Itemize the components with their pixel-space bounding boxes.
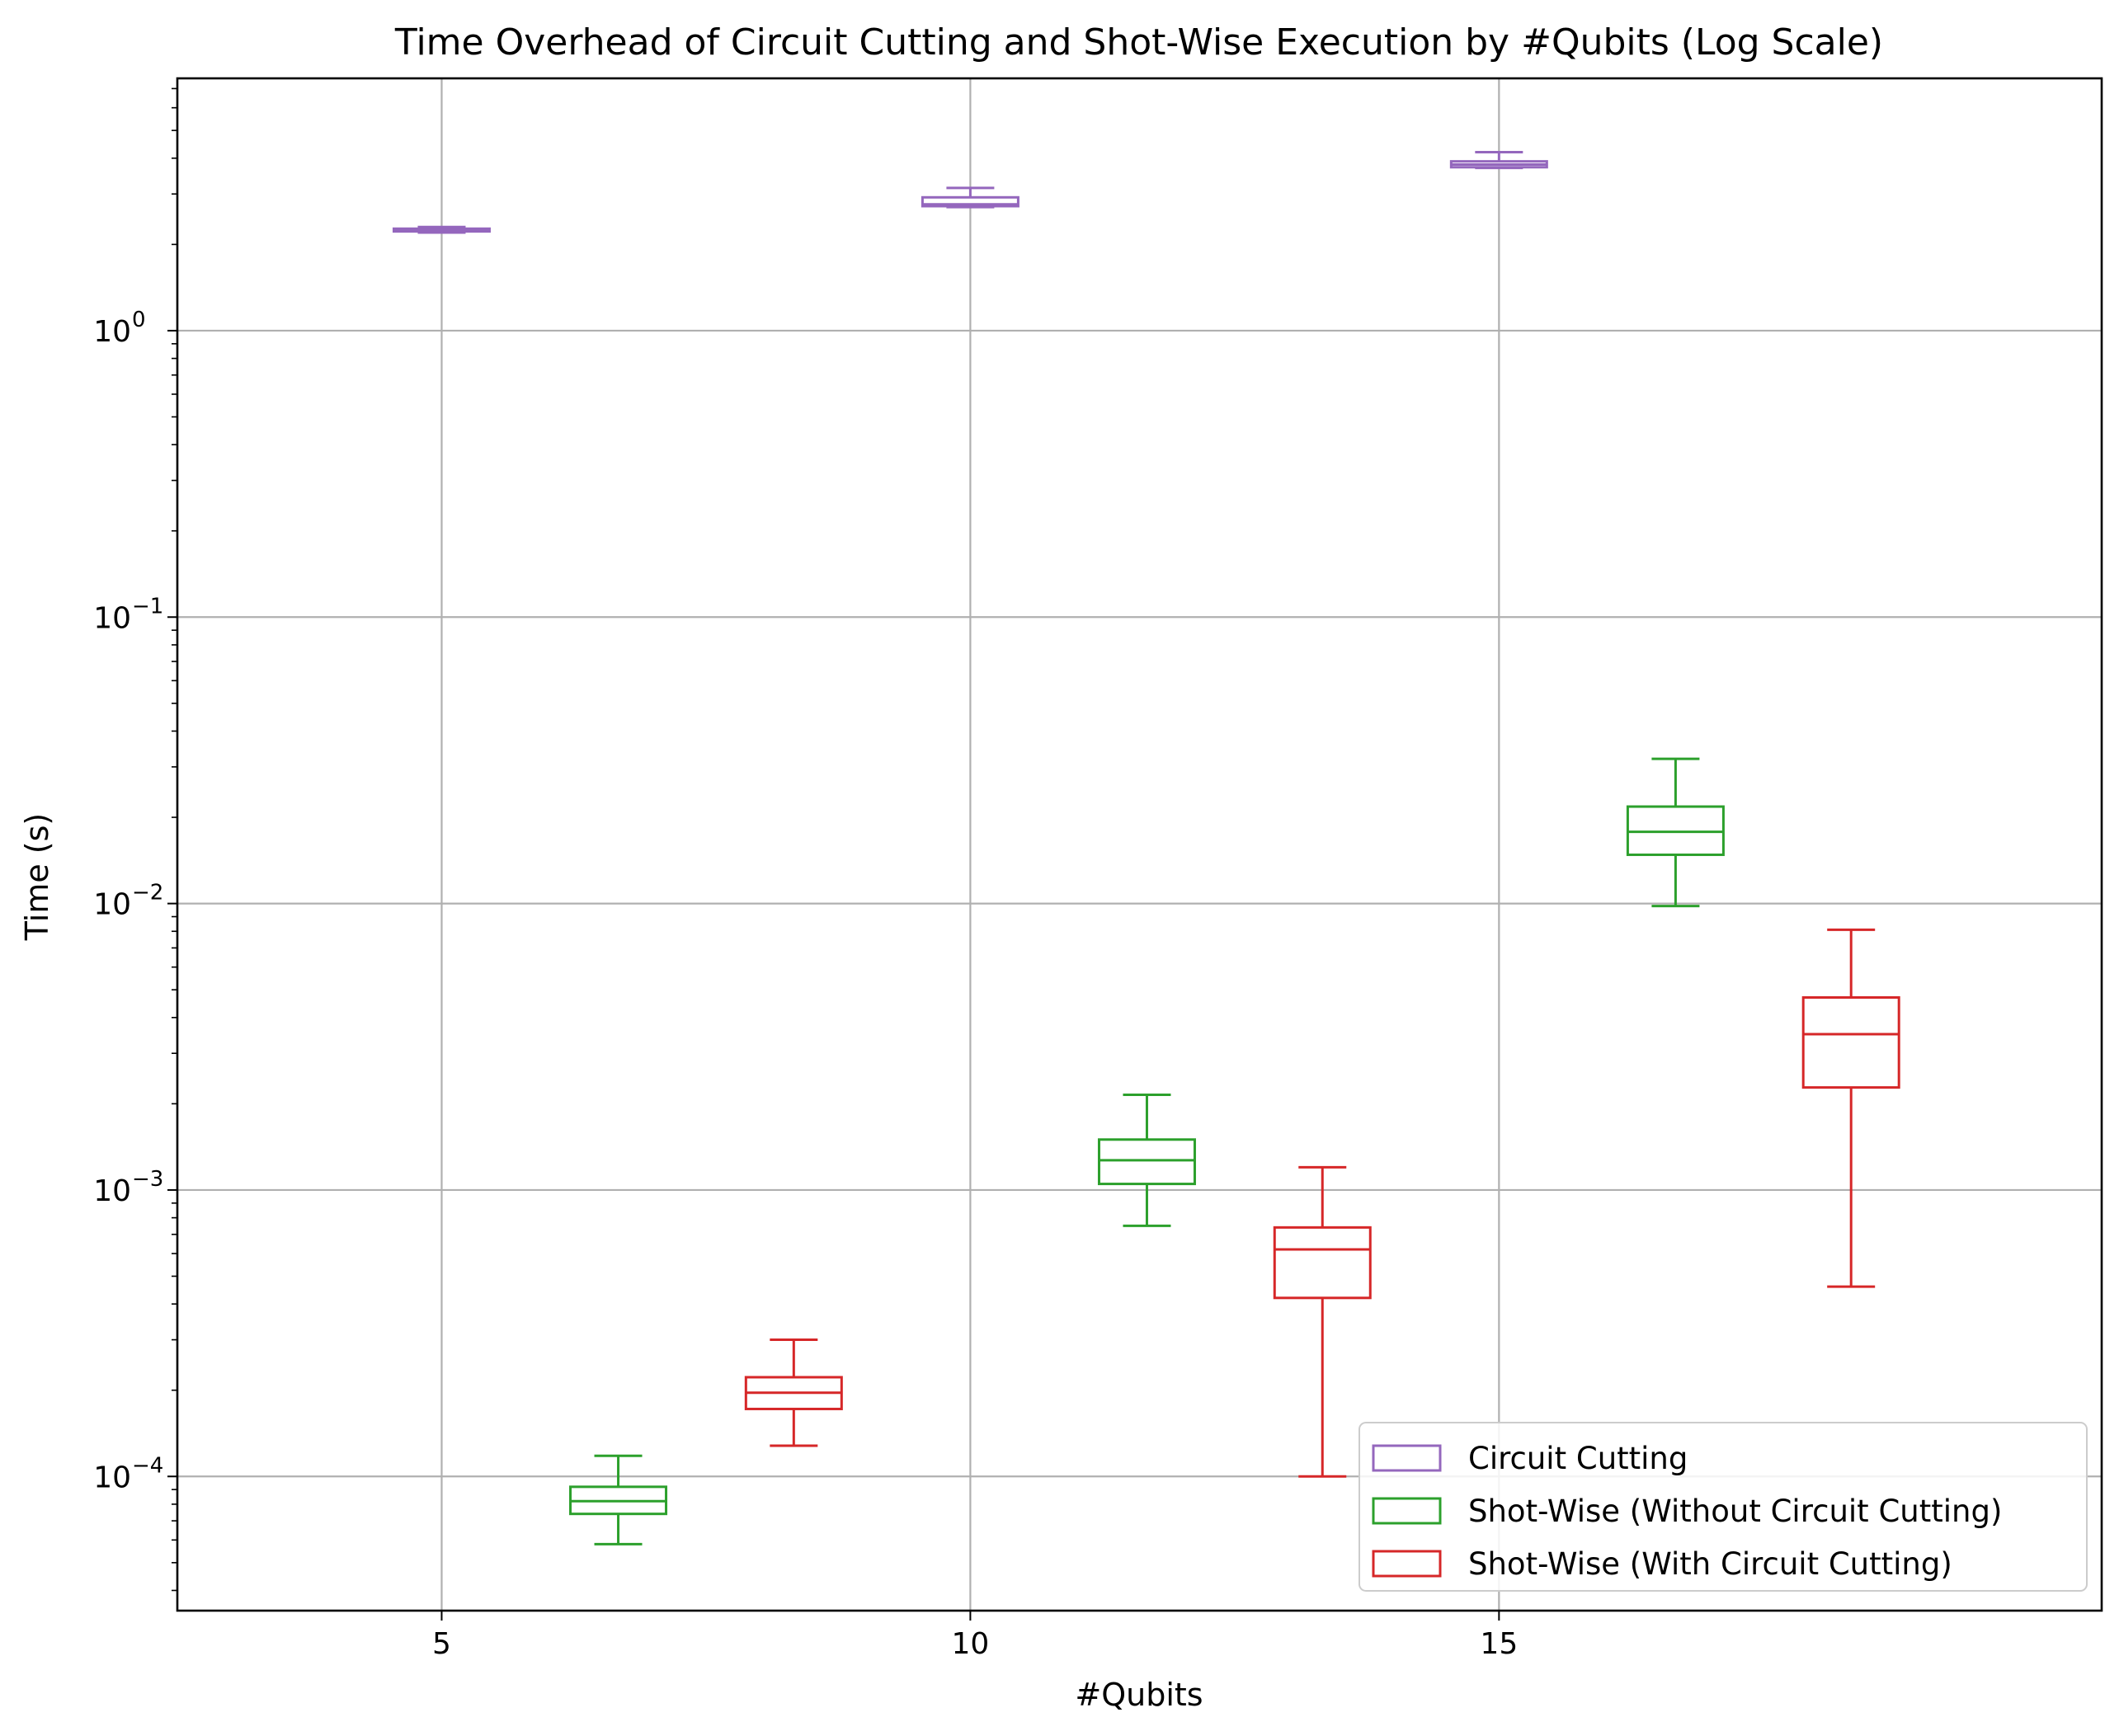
series-1: [569, 757, 1725, 1545]
box-iqr: [921, 195, 1019, 208]
x-axis-label: #Qubits: [1075, 1677, 1203, 1713]
series-2: [744, 928, 1900, 1478]
y-tick-exponent: −2: [132, 881, 163, 906]
y-tick-label: 10: [93, 601, 131, 635]
legend-frame: [1359, 1422, 2088, 1592]
legend-label: Shot-Wise (With Circuit Cutting): [1468, 1546, 1952, 1582]
legend-swatch: [1372, 1550, 1442, 1578]
series-0: [392, 150, 1548, 234]
y-tick-label: 10: [93, 1174, 131, 1208]
y-tick-exponent: −1: [132, 594, 163, 619]
y-tick-exponent: −3: [132, 1167, 163, 1192]
box-iqr: [1801, 995, 1900, 1089]
box-iqr: [1273, 1226, 1372, 1300]
x-tick-label: 5: [432, 1627, 451, 1661]
plot-area-frame: [176, 77, 2103, 1612]
y-tick-label: 10: [93, 1461, 131, 1494]
y-axis-label: Time (s): [19, 813, 55, 942]
y-tick-exponent: 0: [132, 308, 146, 332]
x-tick-label: 15: [1480, 1627, 1518, 1661]
y-tick-exponent: −4: [132, 1453, 163, 1478]
y-tick-label: 10: [93, 315, 131, 349]
legend-label: Shot-Wise (Without Circuit Cutting): [1468, 1494, 2002, 1529]
box-series: [392, 150, 1900, 1545]
legend-label: Circuit Cutting: [1468, 1441, 1688, 1476]
box-iqr: [1097, 1138, 1196, 1186]
chart-title: Time Overhead of Circuit Cutting and Sho…: [394, 21, 1883, 64]
x-tick-label: 10: [951, 1627, 989, 1661]
legend-swatch: [1372, 1444, 1442, 1472]
grid-lines: [177, 78, 2102, 1611]
legend: Circuit Cutting Shot-Wise (Without Circui…: [1359, 1422, 2088, 1592]
y-tick-label: 10: [93, 888, 131, 922]
legend-swatch: [1372, 1497, 1442, 1525]
